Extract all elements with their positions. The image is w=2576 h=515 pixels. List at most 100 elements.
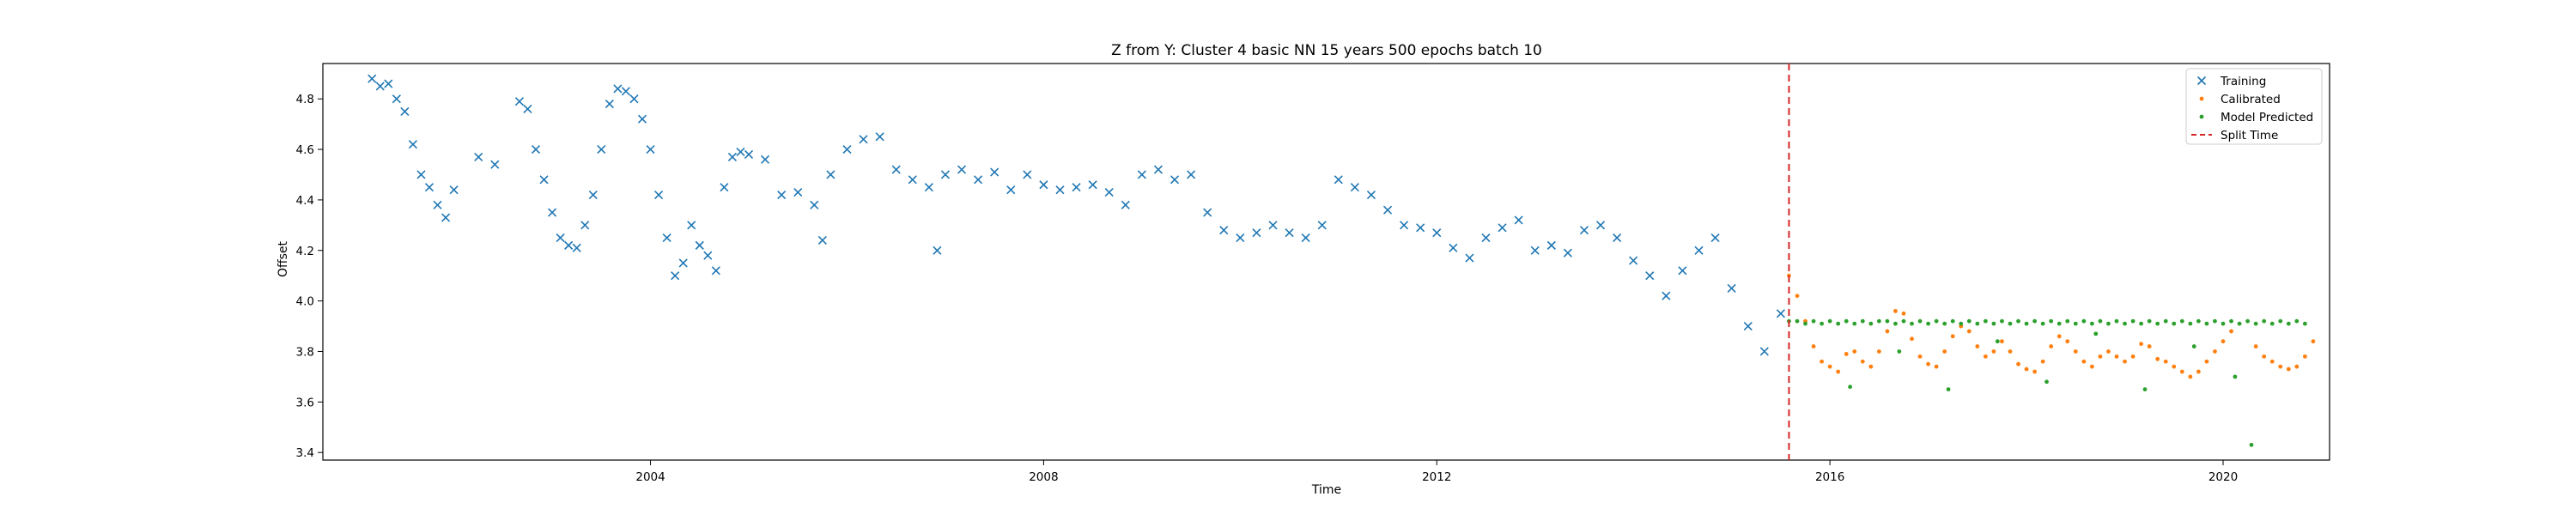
data-point — [2093, 331, 2099, 336]
y-axis-label: Offset — [276, 240, 290, 277]
data-point — [1694, 245, 1704, 255]
y-tick-label: 3.6 — [296, 396, 314, 409]
data-point — [2262, 354, 2267, 359]
data-point — [940, 170, 951, 179]
data-point — [2114, 354, 2119, 359]
data-point — [1153, 165, 1163, 174]
data-point — [392, 94, 401, 104]
data-point — [2057, 321, 2062, 326]
legend-box — [2185, 68, 2323, 145]
data-point — [1885, 329, 1890, 334]
data-point — [449, 185, 459, 195]
data-point — [2262, 318, 2267, 324]
data-point — [1629, 256, 1638, 265]
data-point — [2155, 356, 2160, 361]
data-point — [2172, 364, 2177, 369]
data-point — [2237, 321, 2242, 326]
data-point — [1776, 309, 1785, 318]
data-point — [2114, 318, 2119, 324]
data-point — [1170, 175, 1180, 185]
data-point — [1966, 318, 1971, 324]
data-point — [1645, 271, 1655, 281]
data-point — [2098, 354, 2103, 359]
data-point — [2073, 321, 2078, 326]
data-point — [2196, 369, 2201, 374]
data-point — [1897, 349, 1902, 354]
data-point — [1852, 349, 1857, 354]
data-point — [1820, 359, 1824, 364]
data-point — [400, 106, 410, 116]
data-point — [1876, 349, 1881, 354]
data-point — [580, 221, 590, 230]
legend-label: Split Time — [2221, 129, 2278, 142]
data-point — [695, 240, 704, 250]
data-point — [1942, 349, 1947, 354]
data-point — [1268, 221, 1278, 230]
data-point — [2294, 318, 2300, 324]
data-point — [2081, 359, 2087, 364]
data-point — [2089, 321, 2094, 326]
data-point — [1203, 208, 1212, 217]
legend: Training Calibrated Model Predicted Split T… — [2185, 68, 2323, 145]
data-point — [1926, 361, 1931, 367]
data-point — [1055, 185, 1065, 195]
data-point — [2065, 339, 2070, 344]
data-point — [1995, 339, 2000, 344]
data-point — [556, 233, 565, 243]
data-point — [2123, 321, 2127, 326]
data-point — [621, 87, 631, 96]
data-point — [1498, 223, 1507, 233]
data-point — [678, 258, 688, 268]
data-point — [1400, 221, 1409, 230]
data-point — [1613, 233, 1622, 243]
data-point — [1006, 185, 1016, 195]
data-point — [1252, 228, 1261, 238]
data-point — [1382, 205, 1393, 215]
data-point — [564, 240, 574, 250]
legend-marker-model-predicted — [2199, 114, 2204, 119]
data-point — [514, 97, 524, 106]
data-point — [2172, 321, 2177, 326]
data-point — [2269, 321, 2275, 326]
data-point — [2229, 318, 2233, 324]
data-point — [1104, 188, 1114, 197]
data-point — [2302, 354, 2307, 359]
data-point — [1848, 385, 1853, 390]
data-point — [2081, 318, 2087, 324]
data-point — [1039, 180, 1048, 190]
data-point — [1876, 318, 1881, 324]
data-point — [974, 175, 983, 185]
data-point — [2269, 359, 2275, 364]
data-point — [2024, 321, 2029, 326]
data-point — [2294, 364, 2300, 369]
data-point — [1811, 318, 1816, 324]
data-point — [711, 266, 720, 276]
data-point — [1432, 228, 1442, 238]
data-point — [1334, 175, 1343, 185]
data-point — [2106, 321, 2111, 326]
data-point — [875, 132, 884, 142]
data-point — [687, 221, 696, 230]
data-point — [2032, 318, 2038, 324]
data-point — [924, 183, 933, 192]
data-point — [539, 175, 549, 185]
data-point — [2302, 321, 2307, 326]
data-point — [2229, 329, 2233, 334]
data-point — [548, 208, 557, 217]
x-tick-label: 2008 — [1029, 470, 1058, 484]
data-point — [1481, 233, 1491, 243]
data-point — [1934, 364, 1939, 369]
data-point — [654, 190, 664, 200]
data-point — [859, 135, 868, 144]
data-point — [2008, 321, 2013, 326]
series-calibrated — [1787, 273, 2316, 379]
data-point — [2233, 374, 2238, 379]
data-point — [1072, 183, 1081, 192]
data-point — [1579, 226, 1589, 235]
data-point — [1946, 387, 1951, 392]
data-point — [2179, 318, 2184, 324]
data-point — [957, 165, 967, 174]
data-point — [441, 213, 451, 222]
data-point — [1662, 291, 1671, 300]
